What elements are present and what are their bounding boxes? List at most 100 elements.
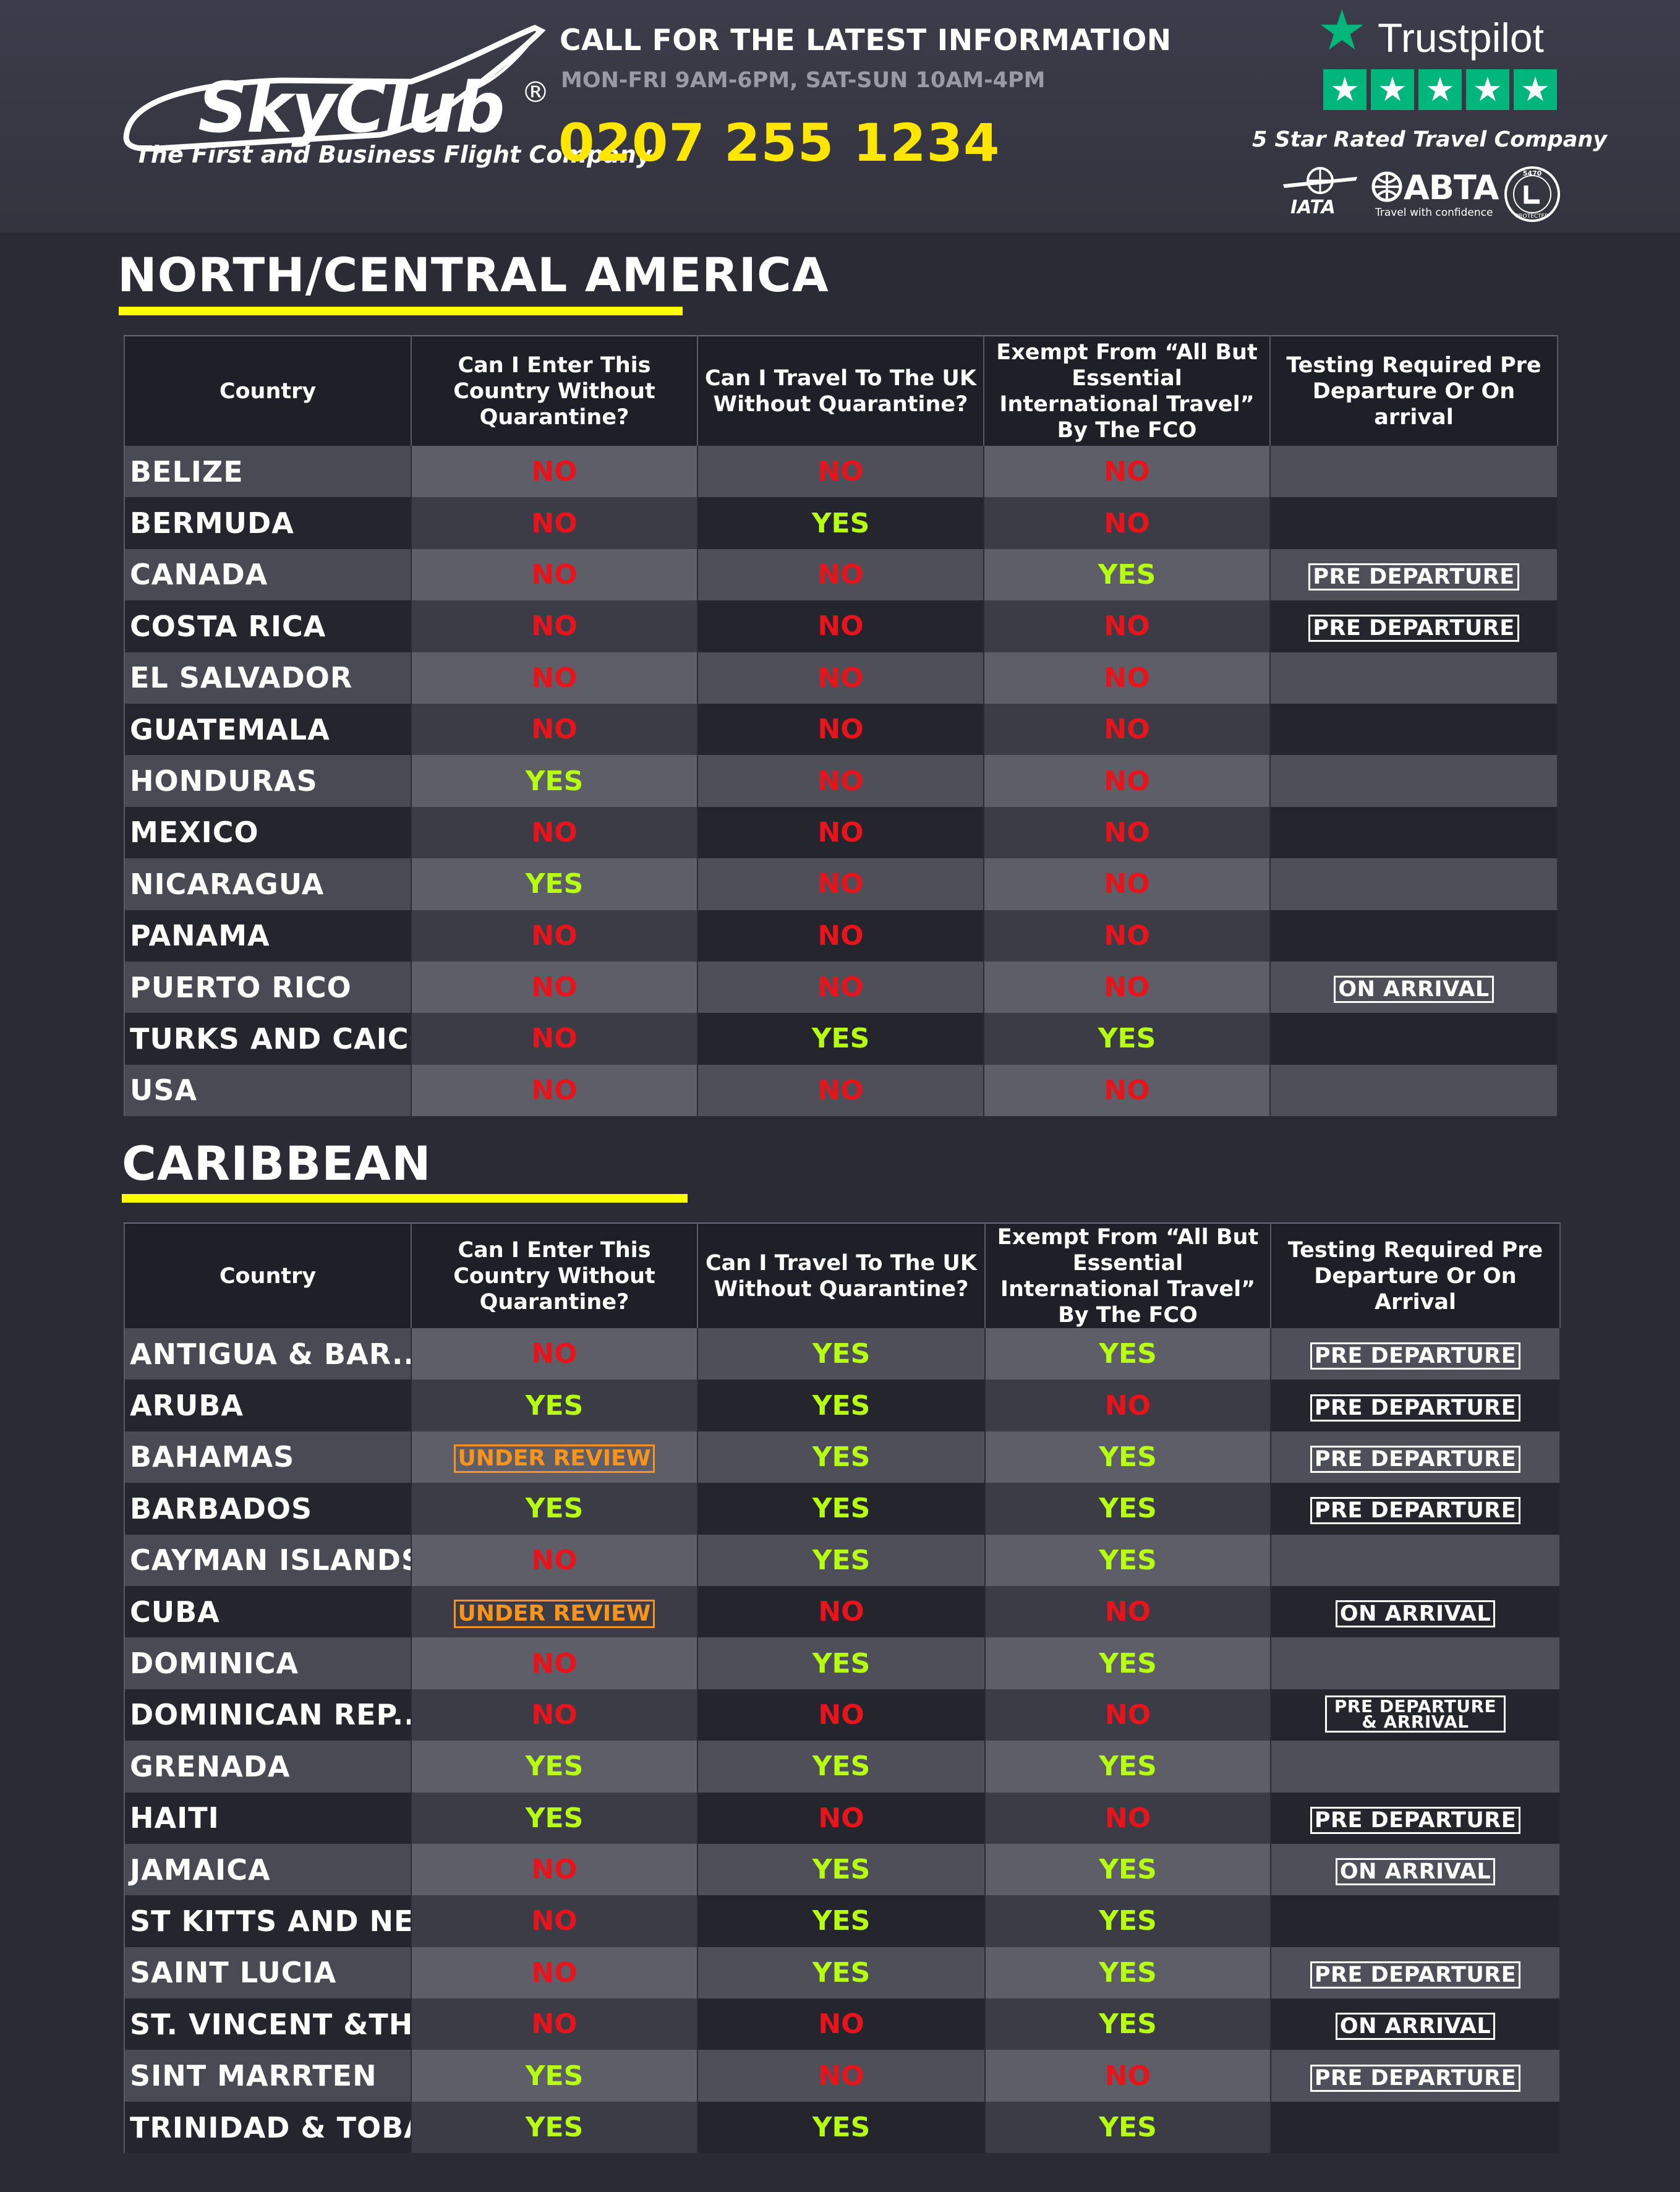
status-value: NO	[1104, 610, 1150, 642]
status-value: YES	[525, 1802, 584, 1834]
status-value: NO	[818, 1596, 864, 1628]
status-value: YES	[812, 1389, 871, 1422]
status-value: NO	[1104, 1699, 1151, 1731]
country-cell: CAYMAN ISLANDS	[124, 1534, 412, 1586]
status-value: YES	[1099, 1751, 1157, 1783]
exempt-cell: NO	[983, 961, 1271, 1013]
status-value: NO	[817, 868, 864, 900]
status-value: YES	[812, 1905, 871, 1937]
status-value: NO	[531, 2008, 578, 2041]
testing-cell	[1269, 703, 1558, 756]
enter-cell: NO	[411, 1064, 698, 1117]
section-underline	[119, 307, 683, 315]
north-central-table-body: BELIZE NO NO NO BERMUDA NO YES NO CANADA NO NO YES P…	[124, 446, 1558, 1117]
country-cell: BERMUDA	[124, 497, 412, 549]
rated-text: 5 Star Rated Travel Company	[1252, 127, 1608, 152]
testing-cell: PRE DEPARTURE	[1270, 2050, 1561, 2102]
country-cell: EL SALVADOR	[124, 652, 412, 704]
page-header: SkyClub ® The First and Business Flight …	[0, 0, 1680, 235]
testing-cell: PRE DEPARTURE	[1270, 1792, 1561, 1844]
exempt-cell: NO	[984, 2050, 1271, 2102]
abta-globe-icon	[1371, 171, 1402, 202]
testing-cell	[1269, 755, 1558, 807]
svg-text:5470: 5470	[1523, 169, 1542, 177]
north-central-table: Country Can I Enter This Country Without…	[124, 335, 1558, 1117]
table-row: GRENADA YES YES YES	[124, 1741, 1561, 1793]
travel-uk-cell: NO	[697, 1689, 986, 1741]
testing-cell	[1269, 1013, 1558, 1065]
rating-star-icon: ★	[1514, 69, 1557, 110]
enter-cell: NO	[411, 600, 698, 652]
testing-badge: PRE DEPARTURE	[1310, 1806, 1521, 1834]
table-row: SINT MARRTEN YES NO NO PRE DEPARTURE	[124, 2050, 1561, 2102]
status-value: NO	[1104, 507, 1150, 539]
status-value: NO	[531, 1854, 578, 1886]
travel-uk-cell: YES	[697, 1013, 984, 1065]
status-value: NO	[531, 971, 578, 1004]
status-value: NO	[1104, 662, 1150, 694]
testing-badge-line: & ARRIVAL	[1362, 1711, 1469, 1732]
enter-cell: YES	[411, 1741, 698, 1793]
status-value: YES	[1099, 1956, 1157, 1989]
testing-cell: ON ARRIVAL	[1270, 1843, 1561, 1896]
enter-cell: YES	[411, 858, 698, 910]
table-row: PUERTO RICO NO NO NO ON ARRIVAL	[124, 961, 1558, 1013]
testing-cell	[1270, 1741, 1561, 1793]
exempt-cell: YES	[984, 1947, 1271, 1999]
table-row: PANAMA NO NO NO	[124, 910, 1558, 962]
phone-number[interactable]: 0207 255 1234	[558, 113, 1000, 173]
travel-uk-cell: YES	[697, 1741, 986, 1793]
testing-badge: ON ARRIVAL	[1334, 976, 1494, 1004]
enter-cell: NO	[411, 806, 698, 859]
table-row: COSTA RICA NO NO NO PRE DEPARTURE	[124, 600, 1558, 652]
status-value: NO	[817, 662, 864, 694]
exempt-cell: NO	[984, 1585, 1271, 1638]
country-cell: DOMINICAN REP..	[124, 1689, 412, 1741]
enter-cell: YES	[411, 755, 698, 807]
status-value: YES	[525, 2112, 584, 2144]
exempt-cell: NO	[983, 497, 1271, 549]
registered-mark: ®	[521, 75, 550, 109]
testing-badge: PRE DEPARTURE & ARRIVAL	[1324, 1695, 1506, 1733]
trustpilot-logo: ★ Trustpilot	[1317, 3, 1564, 61]
col-header-country: Country	[124, 335, 412, 446]
testing-cell	[1269, 446, 1558, 498]
trustpilot-name: Trustpilot	[1378, 15, 1544, 61]
testing-cell: PRE DEPARTURE	[1270, 1328, 1561, 1380]
rating-star-icon: ★	[1418, 69, 1462, 110]
enter-cell: NO	[411, 1689, 698, 1741]
testing-cell	[1270, 1534, 1561, 1586]
status-value: NO	[531, 1699, 578, 1731]
status-value: NO	[531, 816, 578, 848]
testing-badge: PRE DEPARTURE	[1308, 615, 1519, 642]
exempt-cell: NO	[983, 1064, 1271, 1117]
exempt-cell: NO	[984, 1380, 1271, 1431]
enter-cell: UNDER REVIEW	[411, 1431, 698, 1483]
col-header-exempt: Exempt From “All But Essential Internati…	[983, 335, 1271, 446]
travel-uk-cell: YES	[697, 1431, 986, 1483]
country-cell: SINT MARRTEN	[124, 2050, 412, 2102]
enter-cell: NO	[411, 548, 698, 601]
table-row: TRINIDAD & TOBAGO YES YES YES	[124, 2101, 1561, 2154]
testing-cell	[1269, 1064, 1558, 1117]
section-title-caribbean: CARIBBEAN	[122, 1136, 432, 1191]
status-value: NO	[817, 765, 864, 797]
atol-seal-icon: 5470 PROTECTED	[1504, 166, 1560, 222]
testing-badge: PRE DEPARTURE	[1310, 1961, 1521, 1989]
country-cell: ARUBA	[124, 1380, 412, 1431]
enter-cell: NO	[411, 961, 698, 1013]
status-value: NO	[1104, 868, 1150, 900]
country-cell: USA	[124, 1064, 412, 1117]
testing-badge: ON ARRIVAL	[1335, 1858, 1496, 1886]
rating-star-icon: ★	[1323, 69, 1367, 110]
opening-hours: MON-FRI 9AM-6PM, SAT-SUN 10AM-4PM	[561, 68, 1046, 93]
status-value: YES	[812, 2112, 871, 2144]
testing-cell: ON ARRIVAL	[1270, 1585, 1561, 1638]
country-cell: TURKS AND CAICOS	[124, 1013, 412, 1065]
country-cell: HAITI	[124, 1792, 412, 1844]
col-header-enter: Can I Enter This Country Without Quarant…	[411, 1222, 698, 1328]
table-row: ANTIGUA & BAR.. NO YES YES PRE DEPARTURE	[124, 1328, 1561, 1380]
status-value: NO	[817, 1074, 864, 1106]
country-cell: ANTIGUA & BAR..	[124, 1328, 412, 1380]
travel-uk-cell: NO	[697, 548, 984, 601]
